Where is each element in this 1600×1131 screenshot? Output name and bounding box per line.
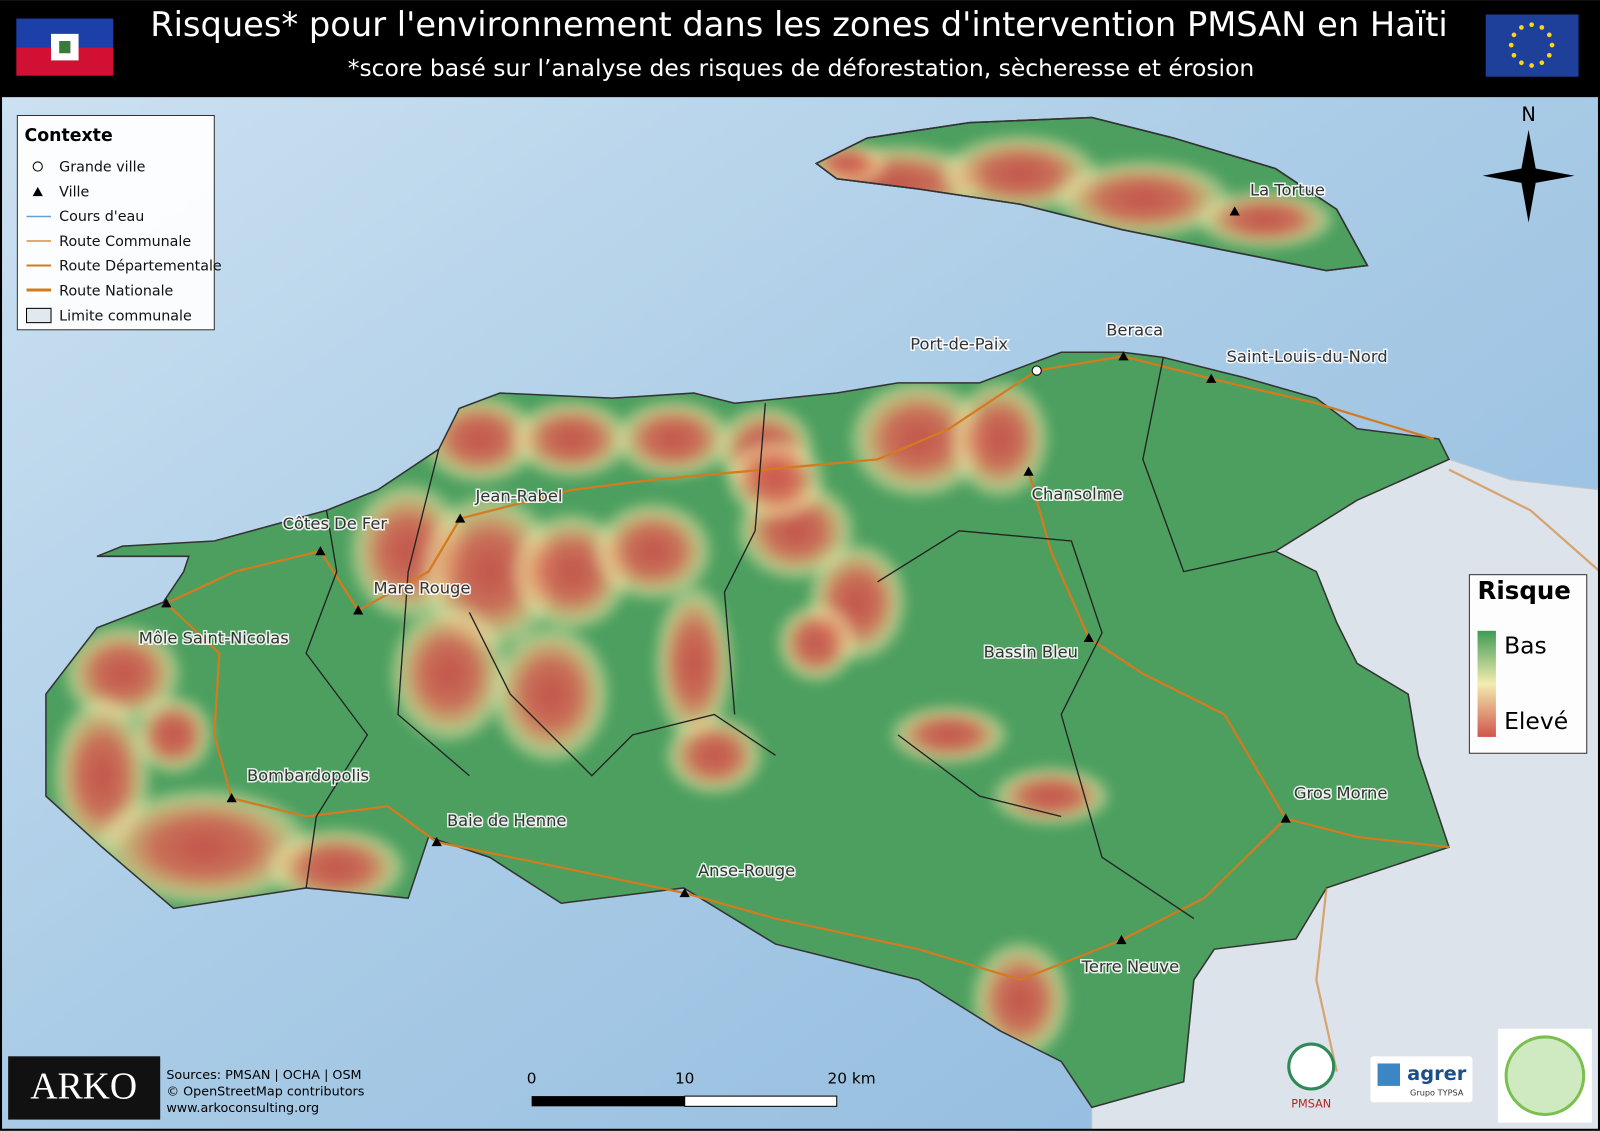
footer: ARKO Sources: PMSAN | OCHA | OSM © OpenS… [8,1028,1592,1123]
eu-star [1519,60,1524,66]
place-label: Côtes De Fer [283,514,388,533]
typsa-logo: Grupo TYPSA [1410,1088,1464,1098]
place-label: Jean-Rabel [475,487,563,506]
risk-legend: Risque Bas Elevé [1468,574,1588,754]
legend-item: Ville [59,184,89,200]
risk-hotspot [132,694,215,776]
source-line: © OpenStreetMap contributors [166,1085,364,1100]
risk-hotspot [510,398,633,480]
tortue-outline [814,116,1369,272]
town-marker [1118,351,1129,361]
risk-hotspot [591,500,715,603]
risk-hotspot [1051,158,1235,240]
risk-hotspot [1193,188,1337,251]
risk-hotspot [846,377,990,501]
scale-label: 10 [675,1069,694,1087]
risk-hotspot [775,602,858,684]
town-marker [1023,466,1034,476]
legend-item: Route Nationale [59,284,173,300]
city-marker [1031,365,1042,376]
town-marker [353,605,364,615]
place-label: Baie de Henne [447,811,567,830]
town-marker [161,598,172,608]
place-label: Mare Rouge [373,578,470,597]
eu-star [1511,52,1517,58]
arko-logo: ARKO [30,1066,137,1108]
place-label: Terre Neuve [1081,957,1179,976]
town-marker [1229,206,1240,216]
risk-high: Elevé [1504,707,1568,735]
place-label: Saint-Louis-du-Nord [1227,347,1388,366]
risk-hotspot [653,581,735,746]
commune-limits [305,357,1276,920]
place-label: Môle Saint-Nicolas [139,628,289,647]
legend-item: Cours d'eau [59,209,144,225]
town-marker [226,793,237,803]
town-marker [1206,373,1217,383]
eu-star [1539,25,1545,30]
eu-flag [1485,14,1579,77]
risk-hotspot [663,714,766,797]
place-label: Bassin Bleu [984,643,1078,662]
town-marker [315,546,326,556]
risk-hotspot [387,602,511,746]
haiti-flag [16,18,114,76]
risk-hotspot [989,765,1113,827]
legend-item: Grande ville [59,160,145,176]
risk-hotspot [612,398,735,480]
eu-star [1546,52,1552,58]
header-band [0,0,1600,98]
eu-star [1511,32,1517,38]
legend-item: Route Départementale [59,259,222,275]
title: Risques* pour l'environnement dans les z… [150,5,1448,44]
town-marker [1083,632,1094,643]
place-label: La Tortue [1250,181,1325,200]
town-marker [679,887,690,898]
risk-legend-title: Risque [1478,576,1571,605]
subtitle: *score basé sur l’analyse des risques de… [348,54,1255,82]
legend-item: Route Communale [59,234,191,250]
eu-star [1549,42,1555,48]
eu-star [1508,42,1514,48]
place-label: Beraca [1106,320,1163,339]
place-label: Anse-Rouge [698,861,795,880]
context-legend: Contexte Grande ville Ville Cours d'eau Rou… [16,114,222,331]
risk-ramp [1477,630,1496,737]
town-marker [455,513,466,523]
eu-star [1539,60,1545,66]
eu-star [1529,63,1534,68]
place-label: Chansolme [1032,485,1123,504]
north-label: N [1521,103,1536,126]
place-label: Port-de-Paix [910,335,1008,354]
scale-label: 0 [527,1069,537,1087]
eu-star [1546,32,1552,38]
legend-title: Contexte [24,126,112,146]
eu-star [1529,22,1534,28]
risk-hotspot [887,704,1011,766]
risk-hotspot [265,826,409,909]
pmsan-logo: PMSAN [1291,1097,1331,1110]
risk-hotspot [948,377,1052,501]
scale-label: 20 km [828,1069,876,1087]
north-arrow: N [1482,103,1575,223]
source-line: Sources: PMSAN | OCHA | OSM [166,1068,361,1083]
source-line: www.arkoconsulting.org [166,1101,319,1116]
town-marker [1116,934,1127,945]
place-label: Gros Morne [1294,784,1388,803]
risk-hotspot [489,622,613,766]
risk-hotspot [724,438,827,521]
agrer-logo: agrer [1407,1062,1467,1085]
legend-item: Limite communale [59,308,192,324]
eu-star [1519,25,1524,30]
town-marker [431,836,442,847]
town-marker [1280,813,1291,823]
risk-low: Bas [1504,632,1547,660]
place-label: Bombardopolis [247,766,369,785]
risk-hotspot [91,785,317,909]
